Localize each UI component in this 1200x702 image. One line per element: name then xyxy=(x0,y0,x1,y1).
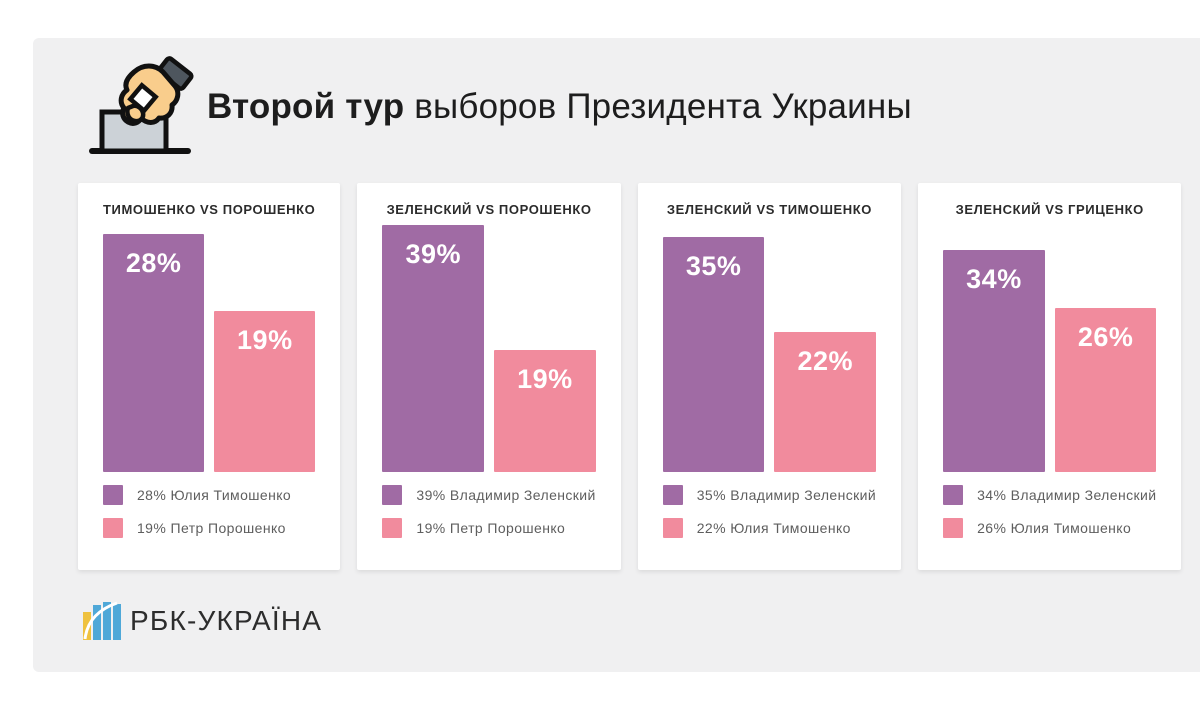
legend-label: 34% Владимир Зеленский xyxy=(977,487,1157,503)
legend-color-swatch xyxy=(103,518,123,538)
rbc-ukraine-logo-icon xyxy=(83,601,121,640)
legend-label: 26% Юлия Тимошенко xyxy=(977,520,1132,536)
bar-value-label: 34% xyxy=(966,264,1022,294)
legend: 28% Юлия Тимошенко 19% Петр Порошенко xyxy=(103,485,315,538)
bar-pink: 22% xyxy=(774,332,877,472)
legend: 39% Владимир Зеленский 19% Петр Порошенко xyxy=(382,485,595,538)
legend-row: 34% Владимир Зеленский xyxy=(943,485,1156,505)
bar-purple: 35% xyxy=(662,237,765,472)
legend-color-swatch xyxy=(943,485,964,505)
bars-row: 34% 26% xyxy=(943,218,1157,472)
bars-row: 35% 22% xyxy=(662,218,877,472)
bar-value-label: 28% xyxy=(125,248,182,278)
ballot-box-icon xyxy=(89,56,194,154)
legend-row: 35% Владимир Зеленский xyxy=(662,485,877,505)
legend-row: 22% Юлия Тимошенко xyxy=(662,518,876,538)
legend-row: 26% Юлия Тимошенко xyxy=(943,518,1156,538)
legend-label: 39% Владимир Зеленский xyxy=(416,487,596,503)
legend-color-swatch xyxy=(662,485,683,505)
legend: 35% Владимир Зеленский 22% Юлия Тимошенко xyxy=(662,485,877,538)
chart-panel: ЗЕЛЕНСКИЙ VS ГРИЦЕНКО 34% 26% 34% Владими… xyxy=(918,183,1182,570)
panel-title: ТИМОШЕНКО VS ПОРОШЕНКО xyxy=(103,202,316,217)
legend-label: 35% Владимир Зеленский xyxy=(696,487,877,503)
legend-color-swatch xyxy=(943,518,964,538)
bar-purple: 34% xyxy=(943,250,1045,472)
panel-title: ЗЕЛЕНСКИЙ VS ГРИЦЕНКО xyxy=(955,202,1144,217)
footer-brand: РБК-УКРАЇНА xyxy=(83,601,322,640)
page-title-rest: выборов Президента Украины xyxy=(404,87,912,126)
bar-value-label: 26% xyxy=(1077,322,1134,352)
bar-value-label: 35% xyxy=(685,251,742,281)
chart-panel: ЗЕЛЕНСКИЙ VS ПОРОШЕНКО 39% 19% 39% Владим… xyxy=(357,183,621,570)
legend-label: 19% Петр Порошенко xyxy=(137,520,286,536)
legend-label: 19% Петр Порошенко xyxy=(416,520,566,536)
bars-row: 39% 19% xyxy=(382,218,596,472)
bar-value-label: 19% xyxy=(517,364,573,394)
bar-value-label: 19% xyxy=(237,325,293,355)
bars-row: 28% 19% xyxy=(103,218,316,472)
legend-label: 28% Юлия Тимошенко xyxy=(137,487,292,503)
legend-label: 22% Юлия Тимошенко xyxy=(696,520,851,536)
brand-name: РБК-УКРАЇНА xyxy=(130,604,323,636)
page-title-bold: Второй тур xyxy=(207,87,405,126)
panel-title: ЗЕЛЕНСКИЙ VS ТИМОШЕНКО xyxy=(666,202,872,217)
page-title: Второй тур выборов Президента Украины xyxy=(207,87,912,127)
legend-color-swatch xyxy=(662,518,683,538)
header: Второй тур выборов Президента Украины xyxy=(85,56,912,158)
bar-pink: 19% xyxy=(494,350,596,472)
bar-purple: 39% xyxy=(382,225,485,472)
panel-title: ЗЕЛЕНСКИЙ VS ПОРОШЕНКО xyxy=(386,202,592,217)
bar-pink: 26% xyxy=(1054,308,1157,472)
legend: 34% Владимир Зеленский 26% Юлия Тимошенко xyxy=(943,485,1156,538)
legend-row: 39% Владимир Зеленский xyxy=(382,485,595,505)
legend-row: 19% Петр Порошенко xyxy=(103,518,315,538)
chart-panel: ТИМОШЕНКО VS ПОРОШЕНКО 28% 19% 28% Юлия Т… xyxy=(78,183,341,570)
legend-color-swatch xyxy=(382,518,403,538)
legend-color-swatch xyxy=(382,485,403,505)
infographic-card: Второй тур выборов Президента Украины ТИ… xyxy=(33,38,1200,672)
bar-value-label: 22% xyxy=(797,346,854,376)
chart-panel: ЗЕЛЕНСКИЙ VS ТИМОШЕНКО 35% 22% 35% Владим… xyxy=(637,183,902,570)
bar-pink: 19% xyxy=(214,311,316,472)
bar-value-label: 39% xyxy=(405,239,462,269)
bar-purple: 28% xyxy=(103,234,205,472)
legend-row: 28% Юлия Тимошенко xyxy=(103,485,315,505)
legend-color-swatch xyxy=(103,485,123,505)
panels-row: ТИМОШЕНКО VS ПОРОШЕНКО 28% 19% 28% Юлия Т… xyxy=(78,183,1182,570)
legend-row: 19% Петр Порошенко xyxy=(382,518,595,538)
